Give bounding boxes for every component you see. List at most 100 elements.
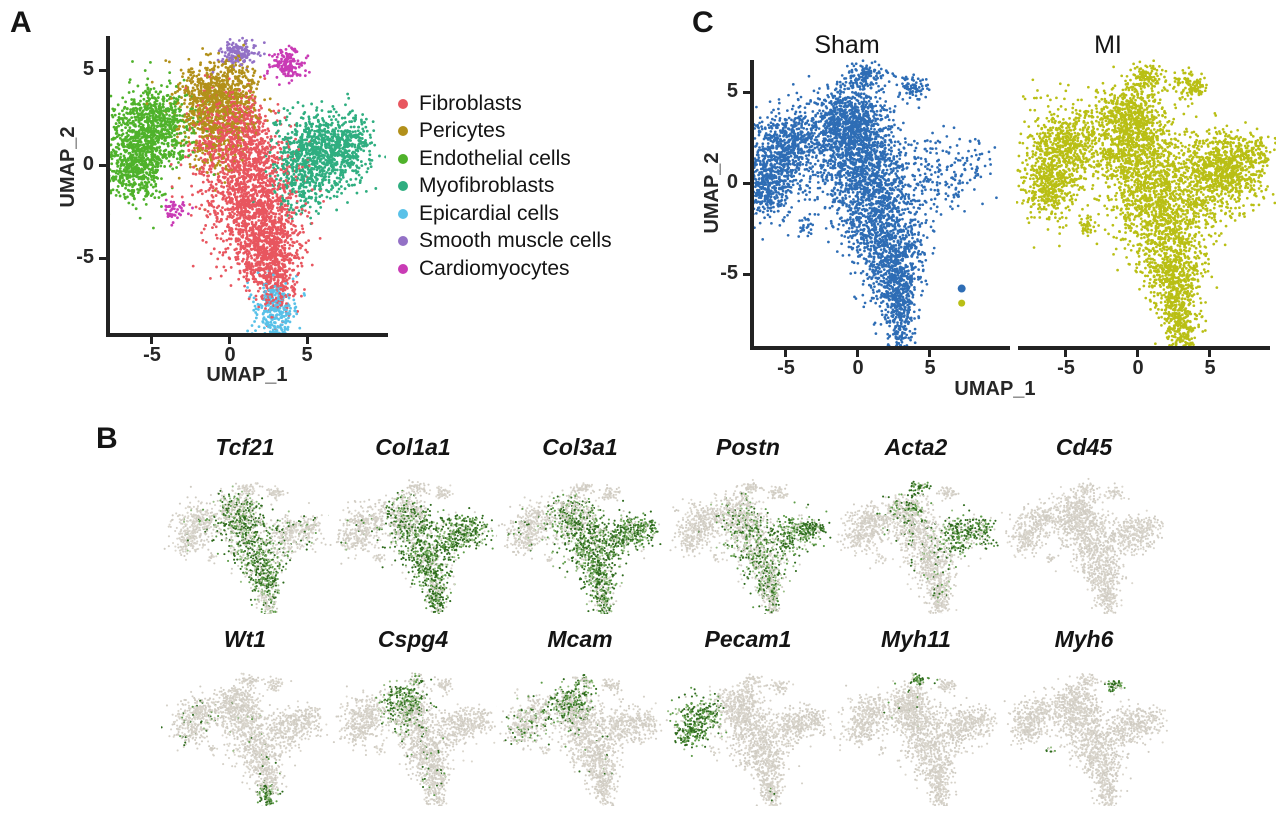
feature-plot-canvas	[496, 462, 664, 614]
legend-swatch-icon	[398, 98, 408, 109]
legend-label: Endothelial cells	[419, 146, 571, 170]
gene-title: Myh6	[1054, 626, 1114, 652]
gene-title: Wt1	[223, 626, 267, 652]
panel-a-label: A	[10, 6, 32, 39]
legend-swatch-icon	[398, 236, 408, 247]
legend-swatch-icon	[398, 208, 408, 219]
x-tick-label: 0	[852, 357, 864, 379]
x-tick	[784, 350, 787, 357]
y-axis-line	[750, 60, 754, 350]
feature-plot-canvas	[329, 654, 497, 806]
feature-plot-cell-myh6: Myh6	[1000, 626, 1168, 808]
x-tick-label: 5	[924, 357, 936, 379]
feature-plot-cell-col3a1: Col3a1	[496, 434, 664, 616]
feature-plot-canvas	[664, 462, 832, 614]
y-axis-title: UMAP_2	[57, 126, 79, 208]
x-tick	[1064, 350, 1067, 357]
x-tick-label: 5	[1204, 357, 1216, 379]
legend-swatch-icon	[398, 153, 408, 164]
legend-item-epicardial: Epicardial cells	[398, 200, 612, 228]
legend-item-cardiomyocytes: Cardiomyocytes	[398, 255, 612, 283]
x-tick	[928, 350, 931, 357]
gene-title: Cd45	[1055, 434, 1113, 460]
x-axis-title: UMAP_1	[954, 378, 1036, 400]
legend-item-fibroblasts: Fibroblasts	[398, 90, 612, 118]
x-tick	[306, 337, 309, 344]
feature-plot-cell-acta2: Acta2	[832, 434, 1000, 616]
x-tick	[1208, 350, 1211, 357]
feature-plot-canvas	[664, 654, 832, 806]
gene-title: Cspg4	[377, 626, 449, 652]
x-tick-label: -5	[777, 357, 795, 379]
umap-scatter-mi	[1016, 48, 1276, 346]
legend-item-endothelial: Endothelial cells	[398, 145, 612, 173]
gene-title: Pecam1	[704, 626, 792, 652]
y-tick-label: 0	[726, 171, 738, 193]
legend-label: Pericytes	[419, 119, 506, 143]
feature-plot-canvas	[161, 462, 329, 614]
y-tick	[743, 91, 750, 94]
x-axis-line-mi	[1018, 346, 1270, 350]
feature-plot-canvas	[1000, 654, 1168, 806]
x-axis-title: UMAP_1	[206, 364, 288, 386]
y-tick-label: 5	[726, 80, 738, 102]
feature-plot-canvas	[161, 654, 329, 806]
panel-b-label: B	[96, 422, 118, 455]
x-tick-label: 5	[301, 344, 313, 366]
legend-label: Cardiomyocytes	[419, 256, 570, 280]
legend-swatch-icon	[398, 126, 408, 137]
x-tick	[228, 337, 231, 344]
y-tick	[99, 69, 106, 72]
umap-scatter-panel-a	[110, 36, 386, 334]
feature-plot-canvas	[1000, 462, 1168, 614]
feature-plot-canvas	[832, 462, 1000, 614]
x-tick	[1136, 350, 1139, 357]
feature-plot-cell-cspg4: Cspg4	[329, 626, 497, 808]
x-tick-label: 0	[1132, 357, 1144, 379]
legend-label: Epicardial cells	[419, 201, 560, 225]
umap-scatter-sham	[754, 48, 1006, 346]
gene-title: Tcf21	[215, 434, 275, 460]
panel-c-label: C	[692, 6, 714, 39]
y-tick	[99, 257, 106, 260]
gene-title: Col1a1	[375, 434, 451, 460]
legend-label: Fibroblasts	[419, 91, 522, 115]
y-tick-label: -5	[76, 246, 94, 268]
feature-plot-cell-col1a1: Col1a1	[329, 434, 497, 616]
y-tick	[743, 182, 750, 185]
legend-swatch-icon	[398, 263, 408, 274]
gene-title: Mcam	[547, 626, 613, 652]
feature-plot-cell-mcam: Mcam	[496, 626, 664, 808]
feature-plot-cell-cd45: Cd45	[1000, 434, 1168, 616]
x-tick	[150, 337, 153, 344]
x-tick	[856, 350, 859, 357]
x-tick-label: -5	[1057, 357, 1075, 379]
gene-title: Acta2	[884, 434, 948, 460]
feature-plot-cell-myh11: Myh11	[832, 626, 1000, 808]
y-tick-label: 5	[82, 58, 94, 80]
feature-plot-canvas	[496, 654, 664, 806]
feature-plot-canvas	[329, 462, 497, 614]
feature-plot-cell-pecam1: Pecam1	[664, 626, 832, 808]
feature-plot-cell-postn: Postn	[664, 434, 832, 616]
x-tick-label: 0	[224, 344, 236, 366]
gene-title: Col3a1	[542, 434, 618, 460]
y-tick-label: -5	[720, 262, 738, 284]
y-tick	[743, 273, 750, 276]
feature-plot-cell-tcf21: Tcf21	[161, 434, 329, 616]
legend-label: Smooth muscle cells	[419, 229, 612, 253]
gene-title: Myh11	[881, 626, 951, 652]
legend-item-smooth-muscle: Smooth muscle cells	[398, 228, 612, 256]
y-tick-label: 0	[82, 153, 94, 175]
x-tick-label: -5	[143, 344, 161, 366]
legend-item-myofibroblasts: Myofibroblasts	[398, 173, 612, 201]
gene-title: Postn	[716, 434, 780, 460]
x-axis-line	[106, 333, 388, 337]
cluster-legend: Fibroblasts Pericytes Endothelial cells …	[398, 90, 612, 283]
feature-plot-cell-wt1: Wt1	[161, 626, 329, 808]
y-tick	[99, 164, 106, 167]
x-axis-line-sham	[750, 346, 1010, 350]
feature-plot-canvas	[832, 654, 1000, 806]
legend-swatch-icon	[398, 181, 408, 192]
legend-label: Myofibroblasts	[419, 174, 555, 198]
